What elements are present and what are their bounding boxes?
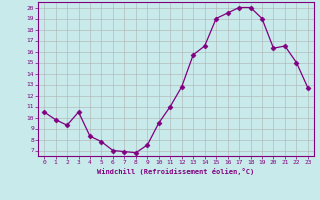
X-axis label: Windchill (Refroidissement éolien,°C): Windchill (Refroidissement éolien,°C)	[97, 168, 255, 175]
